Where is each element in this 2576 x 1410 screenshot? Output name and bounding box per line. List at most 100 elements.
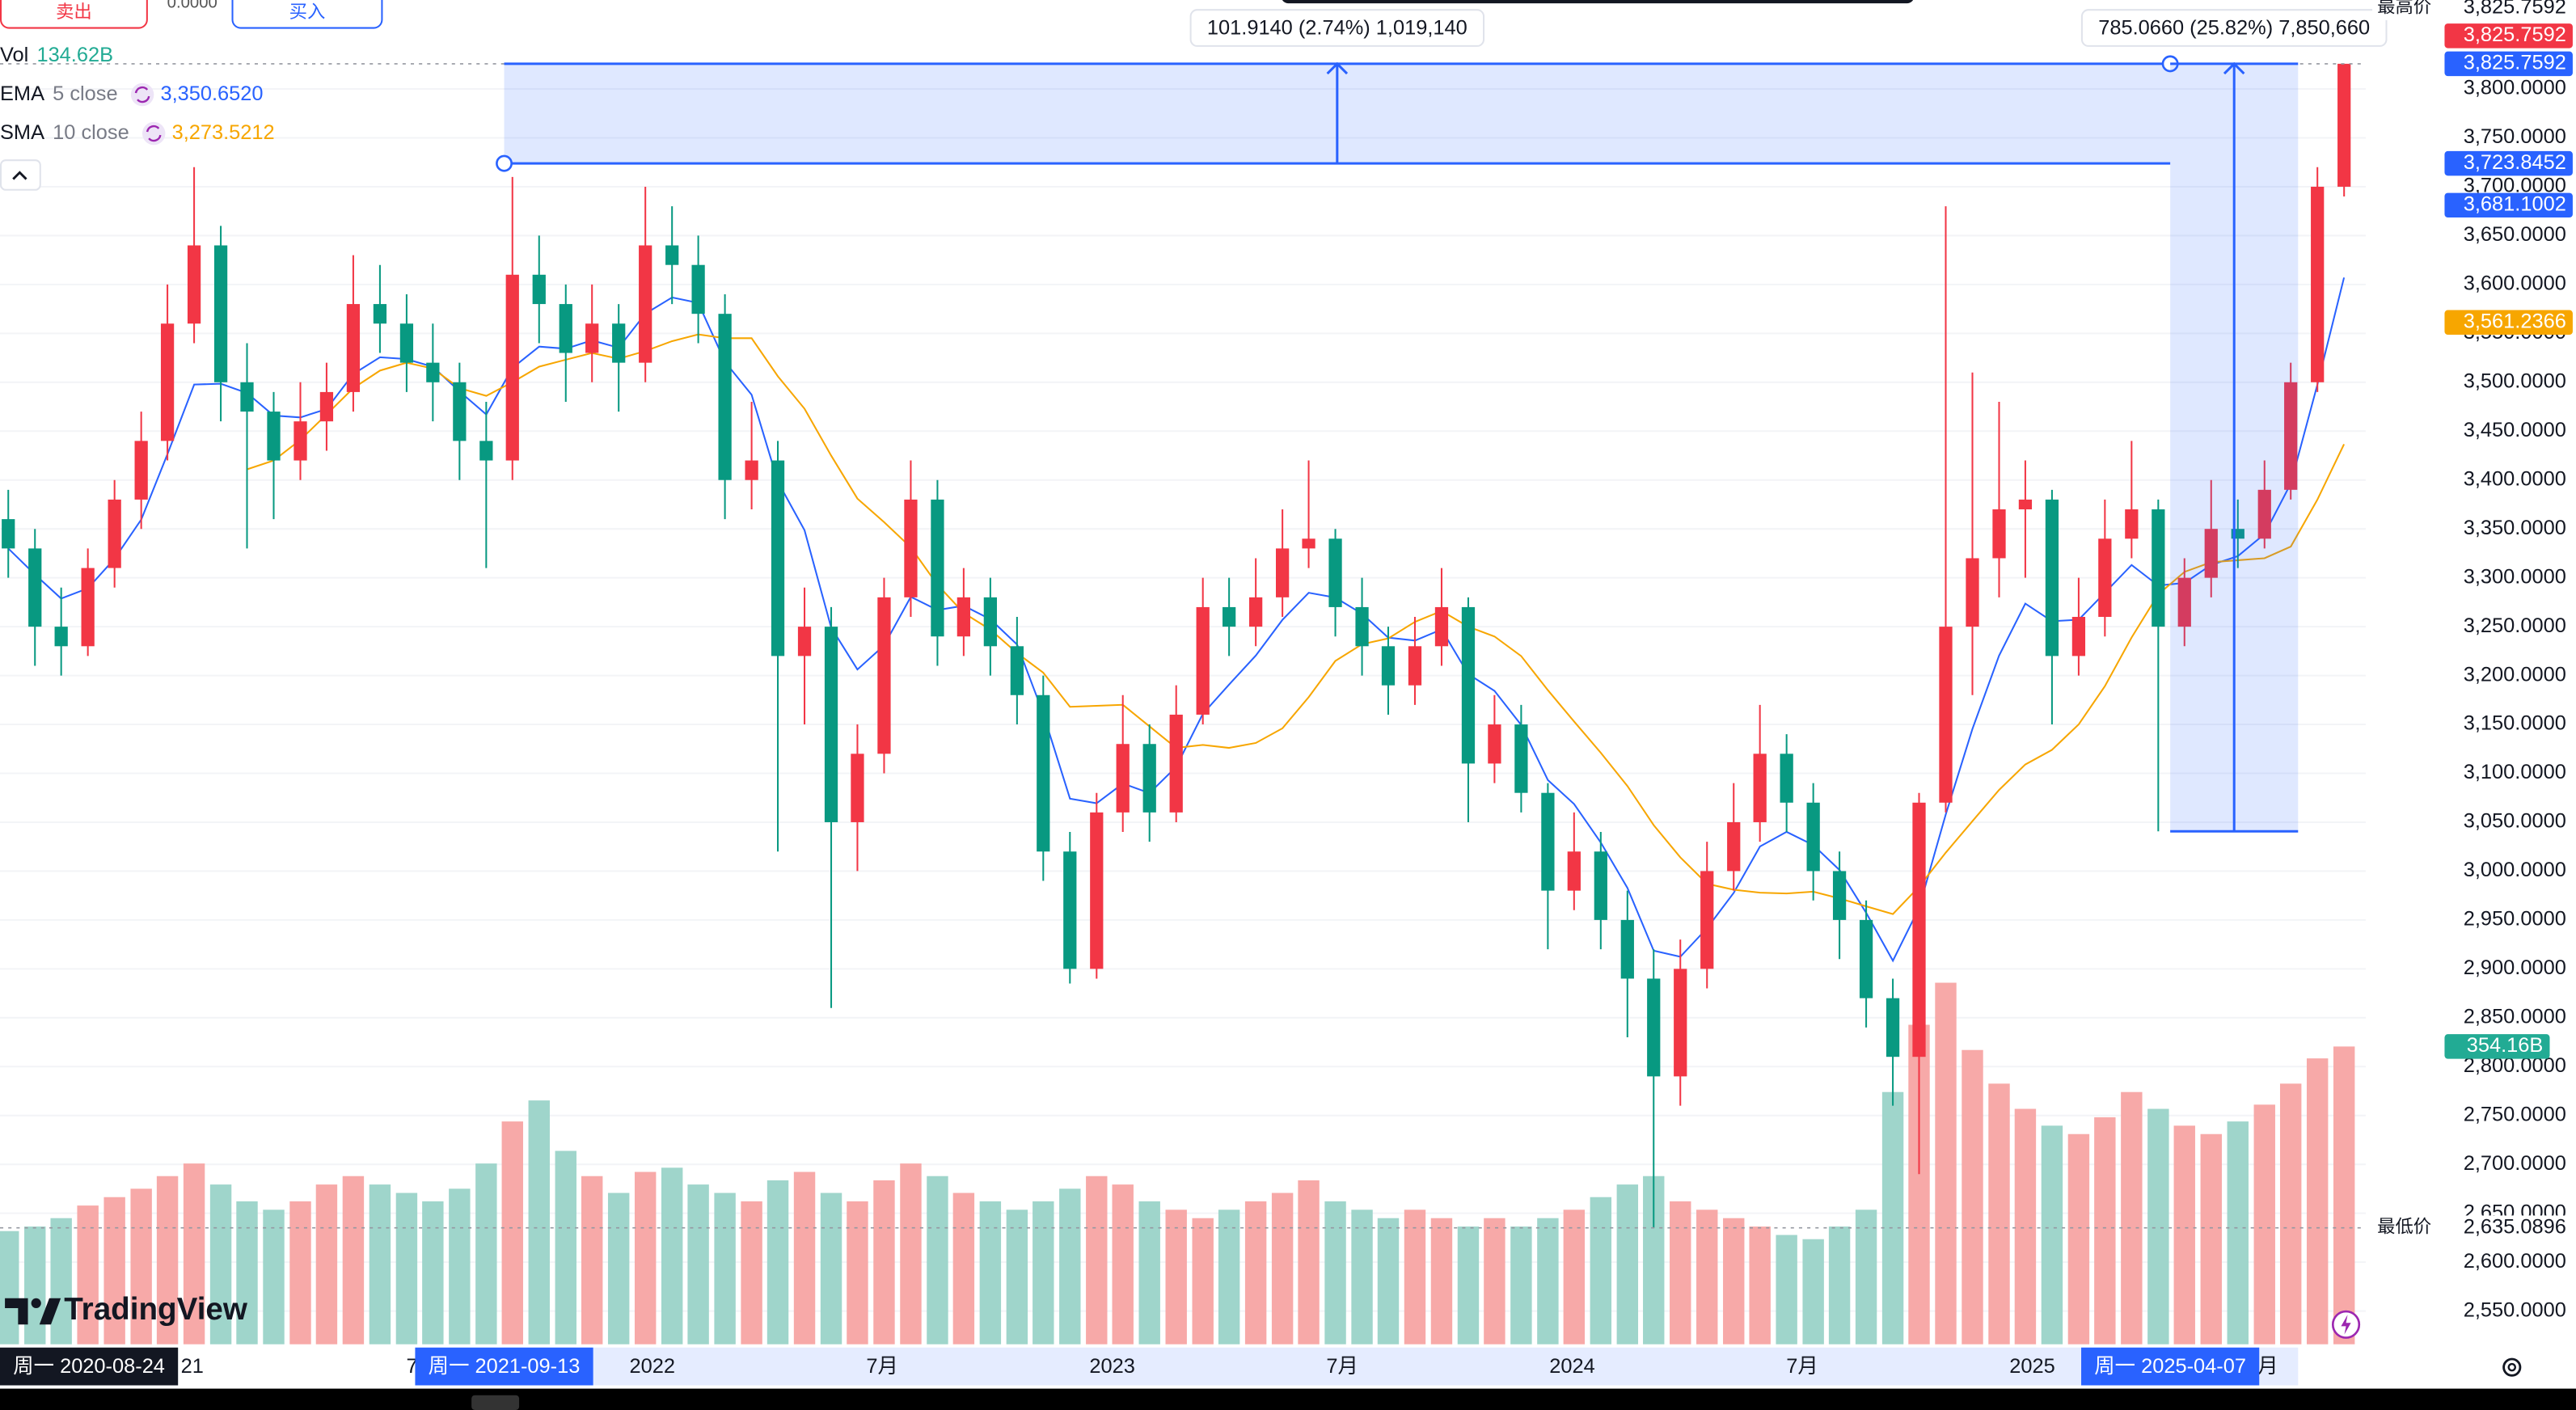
volume-bar <box>634 1171 657 1345</box>
candle-body <box>1992 509 2006 559</box>
candle-body <box>2177 577 2191 627</box>
candle-body <box>1381 646 1396 686</box>
buy-button[interactable] <box>231 0 383 29</box>
volume-label: 354.16B <box>2467 1034 2544 1057</box>
candle-body <box>1780 754 1793 803</box>
volume-bar <box>156 1176 179 1345</box>
legend-icon-arrows <box>146 125 162 142</box>
volume-bar <box>1457 1226 1480 1345</box>
candle-body <box>54 627 68 647</box>
price-label-tag: 最低价 <box>2377 1217 2431 1237</box>
volume-bar <box>1218 1209 1240 1345</box>
volume-bar <box>1988 1083 2010 1345</box>
volume-bar <box>209 1184 232 1345</box>
legend-name: SMA <box>0 121 44 144</box>
candle-body <box>585 323 599 353</box>
y-tick-label: 2,900.0000 <box>2464 956 2566 979</box>
price-label: 3,723.8452 <box>2464 151 2566 174</box>
volume-bar <box>449 1188 471 1345</box>
alert-icon[interactable] <box>2331 1310 2361 1339</box>
candle-body <box>1620 919 1634 979</box>
date-label: 周一 2025-04-07 <box>2094 1355 2246 1378</box>
price-label-box <box>2444 310 2573 336</box>
settings-icon[interactable] <box>2502 1357 2522 1377</box>
candle-body <box>399 323 414 363</box>
candle-body <box>824 627 838 822</box>
y-tick-label: 2,600.0000 <box>2464 1250 2566 1273</box>
candle-body <box>665 245 679 265</box>
volume-bar <box>528 1100 550 1345</box>
candle-body <box>1063 851 1077 969</box>
date-label: 周一 2021-09-13 <box>429 1355 581 1378</box>
candle-body <box>1674 969 1687 1077</box>
volume-bar <box>1802 1239 1824 1345</box>
measure-label: 785.0660 (25.82%) 7,850,660 <box>2098 16 2370 39</box>
volume-bar <box>1696 1209 1718 1345</box>
indicator-line <box>247 333 2346 915</box>
volume-bar <box>1192 1218 1214 1345</box>
date-label: 周一 2020-08-24 <box>13 1355 165 1378</box>
x-tick-label: 7月 <box>866 1355 898 1378</box>
y-tick-label: 3,050.0000 <box>2464 810 2566 833</box>
candle-body <box>612 323 626 363</box>
bottom-bar <box>0 1388 2576 1410</box>
candle-body <box>1700 871 1714 969</box>
candle-body <box>2 519 15 549</box>
buy-label: 买入 <box>289 2 326 22</box>
x-tick-label: 21 <box>181 1355 204 1378</box>
price-label-bg <box>2372 1215 2573 1240</box>
volume-bar <box>1935 982 1957 1345</box>
volume-bar <box>979 1201 1002 1345</box>
volume-bar <box>1510 1226 1532 1345</box>
date-label-box <box>2081 1347 2260 1386</box>
price-label-bg <box>2372 0 2573 21</box>
candle-body <box>2125 509 2139 539</box>
y-tick-label: 3,150.0000 <box>2464 712 2566 735</box>
legend-params: 10 close <box>53 121 129 144</box>
volume-bar <box>1590 1197 1612 1345</box>
volume-bar <box>687 1184 709 1345</box>
candle-body <box>1090 812 1104 969</box>
candle-body <box>1886 998 1900 1058</box>
collapse-button[interactable] <box>0 159 41 191</box>
x-tick-label: 2023 <box>1089 1355 1134 1378</box>
candle-body <box>1832 871 1847 920</box>
volume-bar <box>2173 1125 2195 1345</box>
sell-label: 卖出 <box>56 2 92 22</box>
y-tick-label: 3,650.0000 <box>2464 223 2566 246</box>
candle-body <box>1142 744 1156 813</box>
y-tick-label: 2,700.0000 <box>2464 1152 2566 1175</box>
volume-bar <box>873 1180 895 1345</box>
volume-bar <box>661 1167 683 1345</box>
y-tick-label: 3,600.0000 <box>2464 272 2566 295</box>
sell-button[interactable] <box>0 0 148 29</box>
volume-bar <box>1723 1218 1745 1345</box>
candle-body <box>1912 802 1926 1058</box>
candle-body <box>1939 627 1953 803</box>
volume-bar <box>24 1226 46 1345</box>
candle-body <box>1116 744 1130 813</box>
legend-name: Vol <box>0 44 28 66</box>
volume-bar <box>1112 1184 1134 1345</box>
candle-body <box>559 304 572 353</box>
y-tick-label: 3,100.0000 <box>2464 761 2566 783</box>
y-tick-label: 2,750.0000 <box>2464 1103 2566 1125</box>
candle-body <box>1806 802 1820 872</box>
volume-bar <box>2147 1108 2169 1345</box>
measure-label-box <box>1189 9 1485 47</box>
candle-body <box>187 245 201 324</box>
volume-bar <box>1430 1218 1453 1345</box>
candle-body <box>2257 489 2271 539</box>
price-label: 3,825.7592 <box>2464 23 2566 46</box>
price-label-box <box>2444 51 2573 77</box>
candle-body <box>639 245 652 363</box>
candle-body <box>2284 382 2298 490</box>
candle-body <box>1461 606 1476 764</box>
volume-bar <box>900 1163 922 1345</box>
volume-bar <box>1670 1201 1691 1345</box>
y-tick-label: 3,000.0000 <box>2464 859 2566 881</box>
volume-bar <box>555 1150 576 1345</box>
x-tick-label: 2025 <box>2009 1355 2054 1378</box>
